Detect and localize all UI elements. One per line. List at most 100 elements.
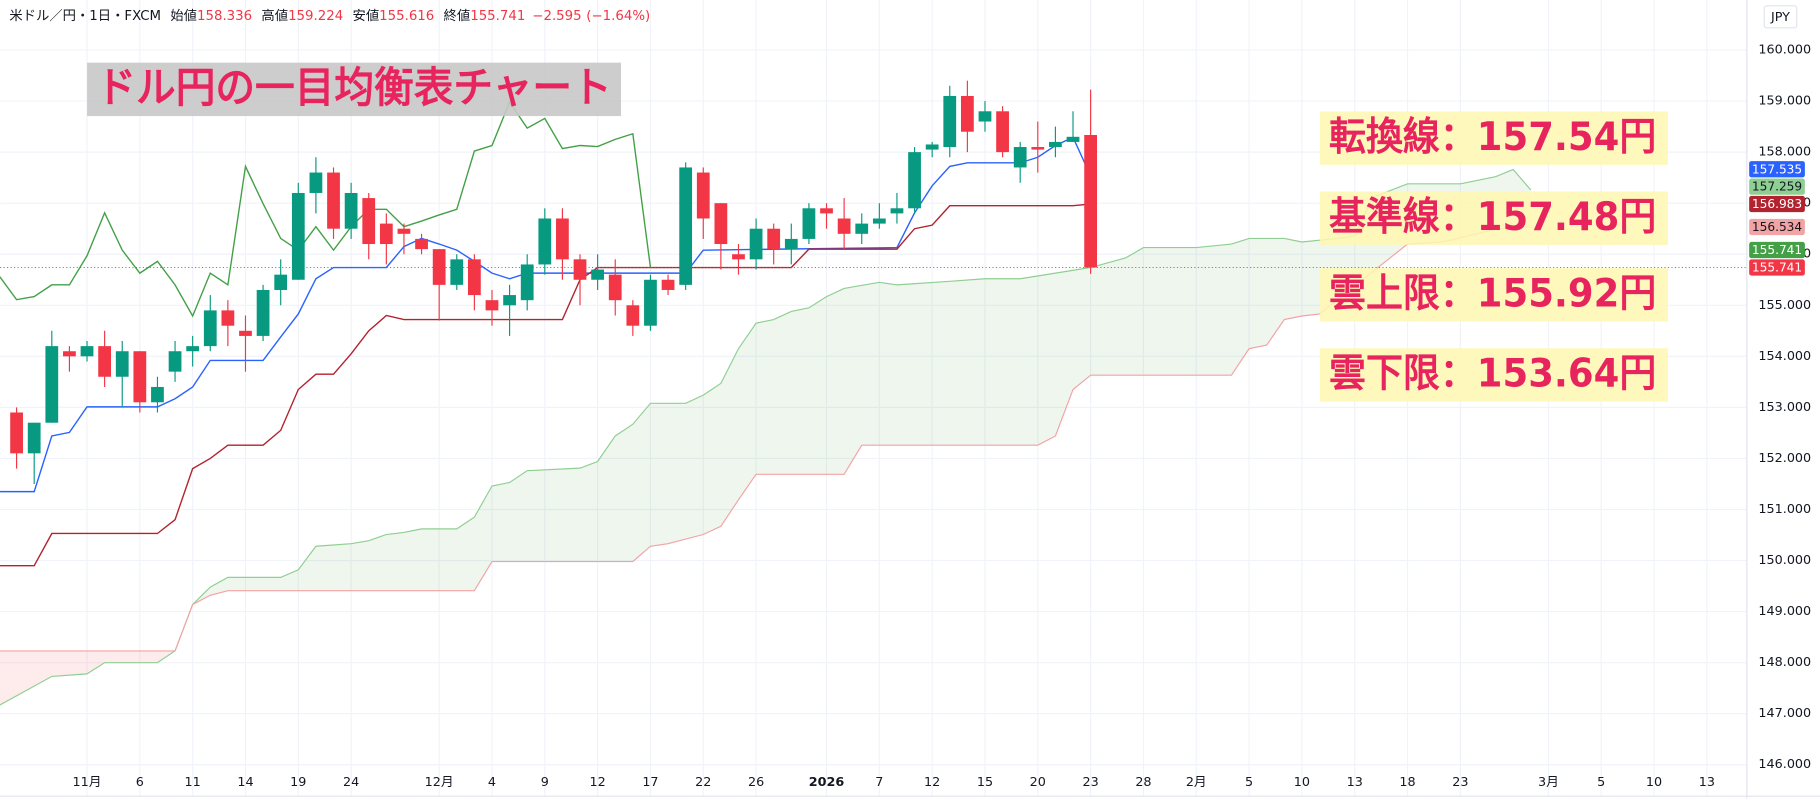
y-tick-label: 147.000: [1758, 706, 1811, 721]
cloud-fill: [1020, 275, 1038, 446]
cloud-fill: [1196, 244, 1232, 376]
cloud-fill: [580, 461, 598, 562]
cloud-fill: [527, 468, 581, 562]
y-tick-label: 159.000: [1758, 94, 1811, 109]
x-tick-label: 18: [1399, 775, 1415, 790]
cloud-fill: [280, 569, 299, 591]
indicator-line: [0, 100, 652, 318]
header: 米ドル／円・1日・FXCM 始値158.336 高値159.224 安値155.616…: [9, 7, 650, 24]
candle-body: [767, 228, 781, 250]
annotation-box: [1319, 268, 1668, 322]
currency: JPY: [1770, 10, 1790, 25]
field-label: 高値: [261, 7, 288, 24]
annotation: 基準線：157.48円: [1329, 194, 1656, 240]
cloud-fill: [738, 323, 757, 500]
field-value: 155.741: [470, 9, 525, 24]
price-label: 155.741: [1752, 261, 1802, 275]
cloud-fill: [87, 650, 105, 674]
candle-body: [45, 346, 59, 423]
x-tick-label: 9: [541, 775, 549, 790]
x-tick-label: 15: [977, 775, 993, 790]
candle-body: [608, 274, 622, 301]
x-tick-label: 13: [1347, 775, 1363, 790]
cloud-fill: [861, 282, 880, 446]
cloud-fill: [386, 532, 404, 591]
candle-body: [115, 351, 129, 377]
candle-body: [696, 172, 710, 219]
x-tick-label: 10: [1294, 775, 1310, 790]
candle-body: [291, 192, 305, 280]
candle-body: [573, 259, 587, 280]
cloud-fill: [509, 470, 528, 562]
x-tick-label: 20: [1030, 775, 1046, 790]
y-tick-label: 154.000: [1758, 349, 1811, 364]
candle-body: [397, 228, 411, 234]
symbol: 米ドル／円・1日・FXCM: [9, 8, 161, 24]
cloud-fill: [615, 424, 633, 562]
x-tick-label: 11: [185, 775, 201, 790]
x-tick-label: 23: [1083, 775, 1099, 790]
y-tick-label: 151.000: [1758, 502, 1811, 517]
candle-body: [960, 95, 974, 132]
x-tick-label: 11月: [73, 775, 102, 790]
y-tick-label: 150.000: [1758, 553, 1811, 568]
candle-body: [732, 254, 745, 260]
candle-body: [714, 203, 728, 245]
chart-title: ドル円の一目均衡表チャート: [96, 63, 611, 112]
cloud-fill: [826, 288, 845, 475]
candle-body: [890, 208, 904, 214]
cloud-fill: [368, 534, 387, 591]
price-label-bg: [1749, 241, 1805, 259]
candle-body: [1031, 147, 1045, 150]
cloud-fill: [1249, 238, 1267, 349]
annotation-box: [1319, 191, 1668, 245]
y-tick-label: 148.000: [1758, 655, 1811, 670]
cloud-fill: [421, 528, 457, 591]
candle-body: [133, 351, 147, 403]
annotation-box: [1319, 111, 1668, 165]
cloud-fill: [773, 311, 792, 475]
candle-body: [467, 259, 481, 296]
change: −2.595: [532, 9, 581, 24]
y-tick-label: 149.000: [1758, 604, 1811, 619]
candle-body: [80, 346, 94, 357]
candle-body: [432, 249, 446, 285]
x-tick-label: 2月: [1186, 775, 1207, 790]
candle-body: [203, 310, 217, 347]
indicator-line: [0, 203, 1091, 567]
axes: 146.000 147.000 148.000 149.000 150.000 151.0…: [73, 43, 1812, 790]
candle-body: [1049, 141, 1062, 148]
overlay: JPY ドル円の一目均衡表チャート 転換線：157.54円基準線：157.48円…: [87, 5, 1798, 402]
cloud-fill: [1037, 273, 1056, 446]
x-tick-label: 17: [642, 775, 658, 790]
candle-body: [186, 346, 200, 352]
cloud-fill: [491, 482, 510, 562]
cloud-fill: [703, 383, 721, 535]
cloud-fill: [474, 486, 492, 591]
cloud-fill: [668, 403, 686, 544]
candle-body: [344, 192, 358, 229]
cloud-fill: [879, 282, 897, 446]
cloud-fill: [949, 278, 985, 446]
cloud-fill: [650, 403, 669, 547]
x-tick-label: 19: [290, 775, 306, 790]
cloud-fill: [1125, 247, 1144, 376]
y-tick-label: 152.000: [1758, 451, 1811, 466]
candle-body: [591, 269, 605, 280]
field-label: 安値: [352, 8, 379, 24]
cloud-fill: [51, 650, 88, 677]
price-label: 156.534: [1752, 220, 1803, 234]
x-tick-label: 6: [136, 775, 144, 790]
cloud-fill: [896, 281, 950, 446]
x-tick-label: 2026: [809, 775, 845, 790]
cloud-fill: [791, 307, 809, 475]
cloud-fill: [808, 296, 827, 475]
cloud-fill: [844, 285, 862, 475]
candle-body: [221, 310, 235, 326]
candle-body: [661, 279, 675, 290]
cloud-fill: [1301, 240, 1320, 317]
candle-body: [327, 172, 340, 229]
candle-body: [996, 111, 1009, 153]
candle-body: [256, 289, 270, 336]
candle-body: [538, 218, 552, 265]
